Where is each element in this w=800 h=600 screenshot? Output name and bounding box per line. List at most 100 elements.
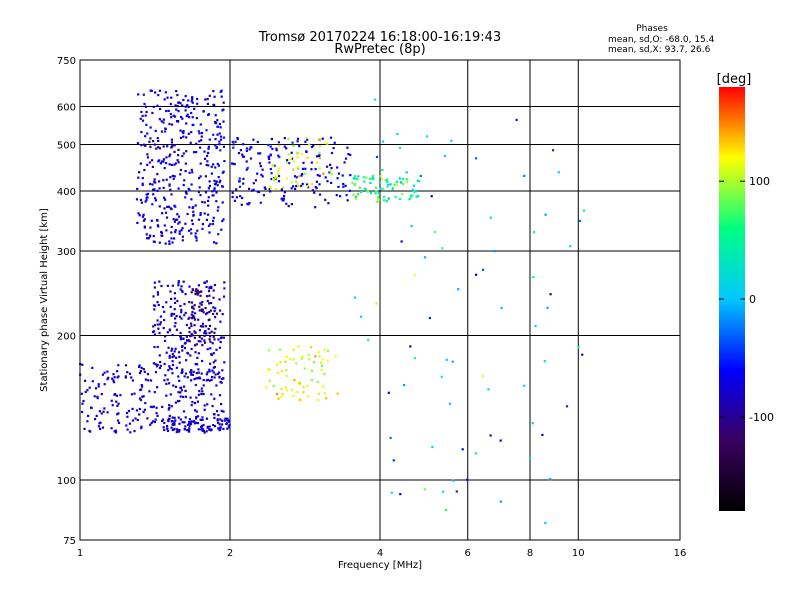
- data-point: [102, 410, 105, 413]
- data-point: [143, 168, 146, 172]
- data-point: [193, 318, 197, 321]
- data-point: [172, 423, 175, 426]
- data-point: [202, 428, 205, 431]
- data-point: [174, 205, 177, 208]
- data-point: [170, 225, 173, 229]
- data-point: [183, 314, 186, 317]
- data-point: [173, 163, 176, 166]
- data-point: [549, 478, 552, 481]
- data-point: [143, 370, 146, 373]
- data-point: [411, 194, 414, 197]
- data-point: [188, 330, 191, 334]
- data-point: [125, 424, 128, 427]
- data-point: [426, 135, 429, 138]
- data-point: [179, 173, 182, 176]
- data-point: [260, 173, 263, 176]
- data-point: [231, 162, 234, 165]
- data-point: [191, 288, 194, 291]
- data-point: [220, 95, 223, 98]
- data-point: [178, 355, 181, 358]
- data-point: [400, 240, 403, 243]
- data-point: [154, 418, 157, 421]
- data-point: [292, 185, 295, 188]
- data-point: [152, 325, 155, 328]
- data-point: [274, 176, 277, 179]
- data-point: [285, 202, 288, 205]
- data-point: [156, 137, 159, 140]
- data-point: [151, 111, 154, 115]
- data-point: [368, 177, 371, 181]
- data-point: [190, 420, 193, 423]
- data-point: [201, 424, 204, 428]
- data-point: [391, 188, 394, 191]
- data-point: [206, 97, 209, 101]
- data-point: [175, 108, 178, 111]
- data-point: [391, 187, 395, 190]
- data-point: [267, 155, 270, 158]
- data-point: [297, 345, 300, 348]
- data-point: [310, 378, 313, 382]
- data-point: [270, 172, 273, 175]
- data-point: [208, 294, 211, 297]
- data-point: [184, 372, 188, 375]
- data-point: [262, 194, 265, 197]
- data-point: [320, 369, 323, 372]
- data-point: [151, 406, 154, 409]
- data-point: [549, 293, 552, 296]
- data-point: [195, 377, 198, 380]
- data-point: [145, 233, 148, 236]
- data-point: [212, 216, 215, 219]
- data-point: [187, 99, 190, 102]
- data-point: [330, 167, 333, 170]
- data-point: [367, 338, 370, 341]
- data-point: [200, 290, 203, 293]
- data-point: [242, 155, 246, 158]
- data-point: [152, 188, 155, 191]
- data-point: [205, 163, 208, 167]
- data-point: [289, 157, 292, 160]
- data-point: [151, 420, 155, 423]
- data-point: [198, 132, 201, 135]
- data-point: [167, 420, 170, 423]
- data-point: [142, 213, 145, 216]
- data-point: [194, 293, 197, 296]
- data-point: [177, 148, 180, 151]
- data-point: [403, 384, 406, 387]
- data-point: [140, 388, 143, 391]
- data-point: [175, 120, 179, 123]
- data-point: [142, 368, 145, 371]
- data-point: [355, 197, 358, 201]
- data-point: [231, 140, 234, 143]
- data-point: [218, 143, 221, 146]
- data-point: [310, 346, 313, 349]
- data-point: [191, 98, 194, 101]
- data-point: [304, 172, 307, 175]
- data-point: [222, 101, 225, 104]
- data-point: [183, 303, 186, 306]
- data-point: [269, 186, 272, 189]
- data-point: [171, 360, 174, 363]
- data-point: [155, 365, 159, 368]
- data-point: [191, 222, 194, 226]
- data-point: [181, 349, 184, 352]
- data-point: [409, 194, 412, 197]
- data-point: [352, 177, 355, 180]
- data-point: [168, 155, 171, 158]
- data-point: [174, 218, 177, 221]
- data-point: [149, 126, 152, 129]
- data-point: [153, 286, 156, 289]
- data-point: [150, 421, 153, 425]
- data-point: [179, 288, 182, 291]
- data-point: [174, 231, 177, 234]
- data-point: [211, 405, 214, 408]
- data-point: [140, 384, 143, 387]
- data-point: [156, 293, 160, 296]
- data-point: [208, 94, 211, 97]
- data-point: [192, 151, 196, 154]
- phase-stats: Phases mean, sd,O: -68.0, 15.4 mean, sd,…: [608, 24, 715, 55]
- data-point: [193, 107, 196, 110]
- data-point: [241, 196, 244, 200]
- data-point: [417, 194, 420, 197]
- data-point: [186, 104, 189, 107]
- data-point: [171, 347, 174, 350]
